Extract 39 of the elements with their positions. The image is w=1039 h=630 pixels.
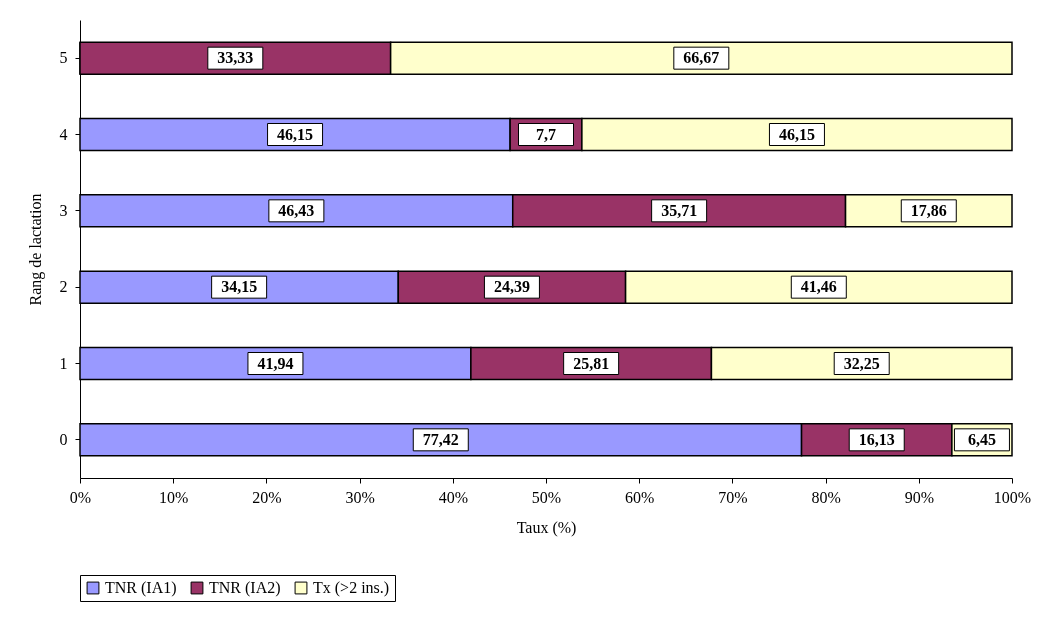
x-tick-label: 100%	[993, 488, 1032, 506]
y-tick-label: 4	[59, 125, 68, 143]
data-label: 66,67	[683, 49, 720, 67]
data-label: 16,13	[858, 430, 895, 448]
data-label: 25,81	[573, 354, 610, 372]
data-label: 6,45	[967, 430, 996, 448]
x-tick-label: 40%	[438, 488, 468, 506]
data-label: 46,15	[277, 125, 314, 143]
x-tick-label: 20%	[252, 488, 282, 506]
x-tick-label: 60%	[625, 488, 655, 506]
x-tick-label: 10%	[159, 488, 189, 506]
x-tick-label: 70%	[718, 488, 748, 506]
data-label: 35,71	[661, 201, 698, 219]
data-label: 41,94	[257, 354, 294, 372]
data-label: 46,43	[278, 201, 315, 219]
y-tick-label: 1	[59, 354, 68, 372]
y-tick-label: 2	[59, 278, 68, 296]
y-tick-label: 5	[59, 49, 68, 67]
legend-label: Tx (>2 ins.)	[313, 579, 390, 597]
y-tick-label: 3	[59, 201, 68, 219]
data-label: 46,15	[778, 125, 815, 143]
legend-label: TNR (IA2)	[209, 579, 281, 597]
data-label: 34,15	[221, 278, 258, 296]
data-label: 17,86	[910, 201, 947, 219]
x-tick-label: 30%	[345, 488, 375, 506]
data-label: 7,7	[536, 125, 556, 143]
x-tick-label: 50%	[531, 488, 562, 506]
data-label: 77,42	[422, 430, 459, 448]
y-tick-label: 0	[59, 430, 68, 448]
legend-label: TNR (IA1)	[105, 579, 177, 597]
x-tick-label: 0%	[69, 488, 92, 506]
data-label: 41,46	[800, 278, 837, 296]
x-tick-label: 90%	[904, 488, 934, 506]
data-label: 33,33	[217, 49, 254, 67]
x-tick-label: 80%	[811, 488, 841, 506]
x-axis-title: Taux (%)	[516, 518, 577, 537]
data-label: 32,25	[843, 354, 880, 372]
y-axis-title: Rang de lactation	[26, 193, 45, 306]
data-label: 24,39	[493, 278, 530, 296]
